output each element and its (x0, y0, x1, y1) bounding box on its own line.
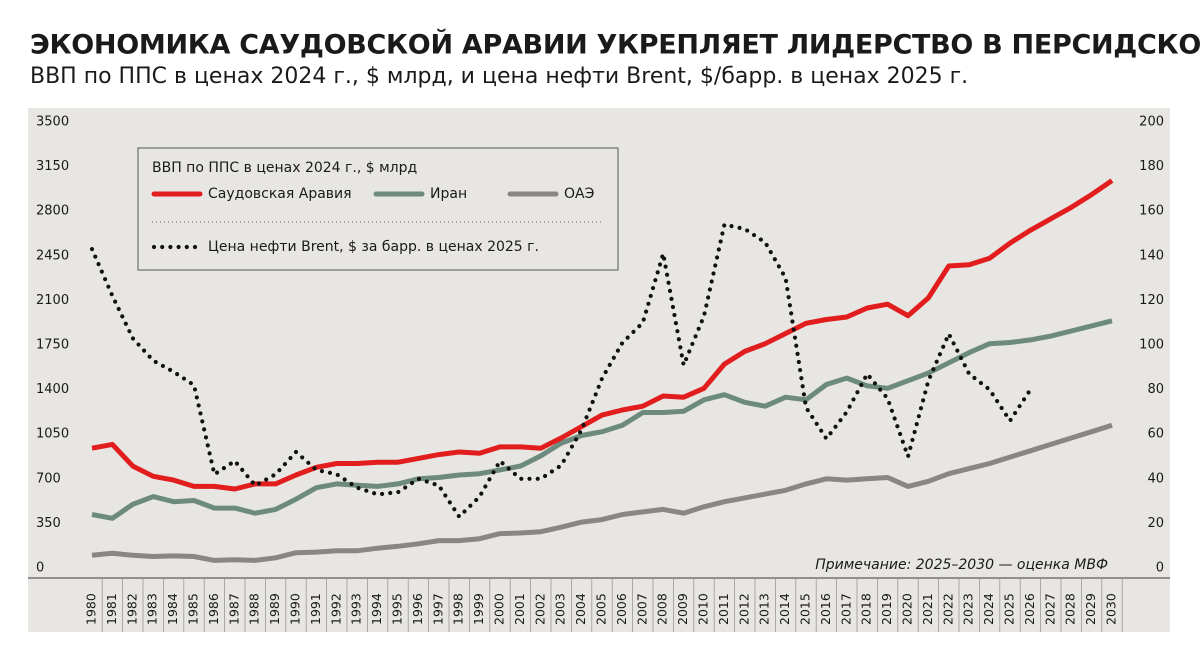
y2-tick-label: 140 (1139, 248, 1164, 263)
y-tick-label: 2100 (36, 293, 69, 308)
x-tick-label: 2002 (532, 593, 547, 625)
x-tick-label: 1999 (471, 593, 486, 625)
x-tick-label: 2020 (900, 593, 915, 625)
x-tick-label: 2027 (1042, 593, 1057, 625)
x-tick-label: 1982 (124, 593, 139, 625)
y-tick-label: 1050 (36, 427, 69, 442)
x-tick-label: 2026 (1022, 593, 1037, 625)
x-tick-label: 2021 (920, 593, 935, 625)
legend-box (137, 147, 619, 271)
series-line (91, 178, 1114, 492)
y2-tick-label: 120 (1139, 293, 1164, 308)
x-tick-label: 1983 (145, 593, 160, 625)
x-tick-label: 1998 (451, 593, 466, 625)
x-tick-label: 2001 (512, 593, 527, 625)
y2-tick-label: 20 (1147, 516, 1164, 531)
y-tick-label: 350 (36, 516, 61, 531)
series-line (89, 222, 1033, 520)
x-tick-label: 1992 (328, 593, 343, 625)
x-tick-label: 2014 (777, 593, 792, 625)
x-tick-label: 2012 (736, 593, 751, 625)
x-tick-label: 1995 (390, 593, 405, 625)
y2-tick-label: 0 (1156, 561, 1164, 576)
x-tick-label: 2005 (594, 593, 609, 625)
y-tick-label: 3500 (36, 115, 69, 130)
x-tick-label: 2023 (961, 593, 976, 625)
y-tick-label: 1750 (36, 338, 69, 353)
x-tick-label: 2009 (675, 593, 690, 625)
y-tick-label: 1400 (36, 382, 69, 397)
x-tick-label: 2022 (940, 593, 955, 625)
x-tick-label: 1991 (308, 593, 323, 625)
x-tick-label: 2010 (696, 593, 711, 625)
x-tick-label: 1980 (84, 593, 99, 625)
x-tick-label: 2006 (614, 593, 629, 625)
y-tick-label: 0 (36, 561, 44, 576)
x-tick-label: 1988 (247, 593, 262, 625)
x-tick-label: 2007 (634, 593, 649, 625)
x-tick-label: 2019 (879, 593, 894, 625)
y-tick-label: 3150 (36, 159, 69, 174)
x-tick-label: 2024 (981, 593, 996, 625)
x-tick-label: 2017 (838, 593, 853, 625)
x-tick-label: 2003 (553, 593, 568, 625)
x-tick-label: 1996 (410, 593, 425, 625)
annotation: Примечание: 2025–2030 — оценка МВФ (815, 557, 1108, 573)
legend-label: Цена нефти Brent, $ за барр. в ценах 202… (208, 239, 539, 255)
y2-tick-label: 60 (1147, 427, 1164, 442)
x-tick-label: 1987 (226, 593, 241, 625)
legend-label: Саудовская Аравия (208, 186, 352, 202)
chart-title: ЭКОНОМИКА САУДОВСКОЙ АРАВИИ УКРЕПЛЯЕТ ЛИ… (30, 29, 1200, 61)
x-tick-label: 2004 (573, 593, 588, 625)
y2-tick-label: 80 (1147, 382, 1164, 397)
x-tick-label: 2025 (1002, 593, 1017, 625)
x-tick-label: 1989 (267, 593, 282, 625)
y2-tick-label: 100 (1139, 338, 1164, 353)
x-tick-label: 2030 (1104, 593, 1119, 625)
x-tick-label: 2015 (798, 593, 813, 625)
y2-tick-label: 160 (1139, 204, 1164, 219)
x-tick-label: 2018 (859, 593, 874, 625)
x-tick-label: 2028 (1063, 593, 1078, 625)
y-tick-label: 2450 (36, 248, 69, 263)
x-tick-label: 1986 (206, 593, 221, 625)
x-tick-label: 1981 (104, 593, 119, 625)
x-tick-label: 2011 (716, 593, 731, 625)
x-tick-label: 2000 (492, 593, 507, 625)
x-tick-label: 2013 (757, 593, 772, 625)
x-tick-label: 2029 (1083, 593, 1098, 625)
y-tick-label: 700 (36, 471, 61, 486)
series-line (91, 318, 1113, 521)
x-tick-label: 1984 (165, 593, 180, 625)
y2-tick-label: 40 (1147, 471, 1164, 486)
legend-label: Иран (430, 186, 467, 202)
y2-tick-label: 180 (1139, 159, 1164, 174)
x-tick-label: 1993 (349, 593, 364, 625)
y-tick-label: 2800 (36, 204, 69, 219)
x-tick-label: 1985 (186, 593, 201, 625)
x-tick-label: 1997 (430, 593, 445, 625)
legend-label: ОАЭ (564, 186, 594, 202)
x-tick-label: 2016 (818, 593, 833, 625)
series-line (91, 422, 1113, 563)
x-tick-label: 1994 (369, 593, 384, 625)
y2-tick-label: 200 (1139, 115, 1164, 130)
x-tick-label: 1990 (288, 593, 303, 625)
chart-subtitle: ВВП по ППС в ценах 2024 г., $ млрд, и це… (30, 64, 968, 89)
series-group (89, 178, 1114, 563)
x-tick-label: 2008 (655, 593, 670, 625)
legend-title: ВВП по ППС в ценах 2024 г., $ млрд (152, 160, 417, 176)
